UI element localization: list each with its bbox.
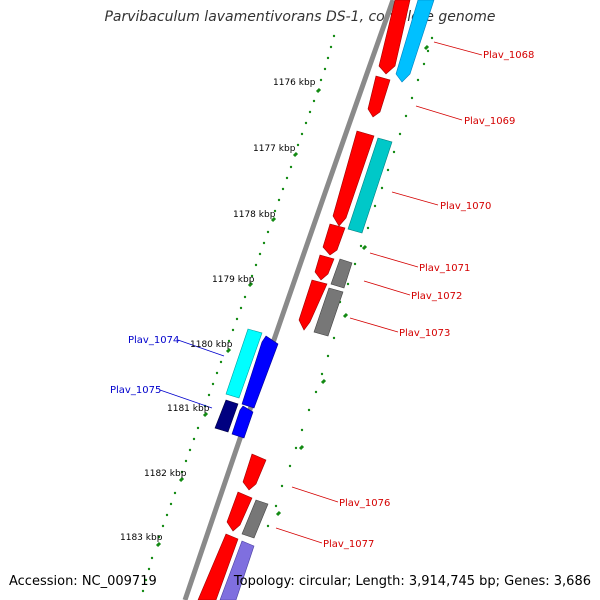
gene-label-plav-1071[interactable]: Plav_1071 [419, 263, 470, 274]
gene-plav-1073[interactable] [298, 279, 328, 331]
forward-genes [197, 0, 435, 600]
gene-plav-1073b[interactable] [313, 287, 344, 337]
gene-plav-1072[interactable] [314, 254, 335, 281]
gene-plav-1077[interactable] [226, 491, 253, 532]
gene-label-plav-1073[interactable]: Plav_1073 [399, 328, 450, 339]
gene-plav-1068[interactable] [378, 0, 411, 75]
outer-tick-ring [141, 34, 336, 593]
gene-labels: Plav_1068 Plav_1069 Plav_1070 Plav_1071 … [110, 50, 534, 550]
tick-label-1176: 1176 kbp [273, 78, 316, 88]
tick-label-1179: 1179 kbp [212, 275, 255, 285]
gene-plav-1069[interactable] [367, 75, 391, 118]
tick-label-1182: 1182 kbp [144, 469, 187, 479]
gene-plav-1071[interactable] [322, 223, 346, 256]
label-connectors [159, 41, 483, 544]
genome-summary: Topology: circular; Length: 3,914,745 bp… [233, 574, 591, 589]
gene-label-plav-1068[interactable]: Plav_1068 [483, 50, 534, 61]
reverse-genes [214, 328, 279, 439]
gene-plav-1078b[interactable] [219, 540, 255, 600]
tick-label-1183: 1183 kbp [120, 533, 163, 543]
tick-label-1180: 1180 kbp [190, 340, 233, 350]
gene-plav-1078[interactable] [197, 533, 239, 600]
gene-plav-1070[interactable] [332, 130, 375, 227]
gene-label-plav-1076[interactable]: Plav_1076 [339, 498, 390, 509]
tick-labels: 1176 kbp 1177 kbp 1178 kbp 1179 kbp 1180… [120, 78, 316, 543]
accession-label: Accession: NC_009719 [9, 574, 157, 589]
major-ticks [155, 87, 322, 548]
gene-label-plav-1069[interactable]: Plav_1069 [464, 116, 515, 127]
gene-plav-1076[interactable] [242, 453, 267, 491]
gene-label-plav-1070[interactable]: Plav_1070 [440, 201, 491, 212]
tick-label-1181: 1181 kbp [167, 404, 210, 414]
gene-label-plav-1072[interactable]: Plav_1072 [411, 291, 462, 302]
tick-label-1178: 1178 kbp [233, 210, 276, 220]
gene-plav-1070b[interactable] [347, 137, 393, 234]
inner-tick-ring [266, 36, 434, 528]
gene-plav-1068b[interactable] [395, 0, 435, 83]
gene-plav-1072b[interactable] [330, 258, 353, 289]
gene-plav-1077b[interactable] [241, 499, 269, 539]
gene-plav-1074[interactable] [225, 328, 263, 399]
gene-label-plav-1074[interactable]: Plav_1074 [128, 335, 179, 346]
tick-label-1177: 1177 kbp [253, 144, 296, 154]
gene-label-plav-1075[interactable]: Plav_1075 [110, 385, 161, 396]
gene-plav-1075b[interactable] [231, 405, 254, 439]
backbone-arc [182, 0, 396, 600]
gene-plav-1075[interactable] [214, 399, 239, 433]
gene-plav-1074b[interactable] [241, 335, 279, 409]
gene-label-plav-1077[interactable]: Plav_1077 [323, 539, 374, 550]
